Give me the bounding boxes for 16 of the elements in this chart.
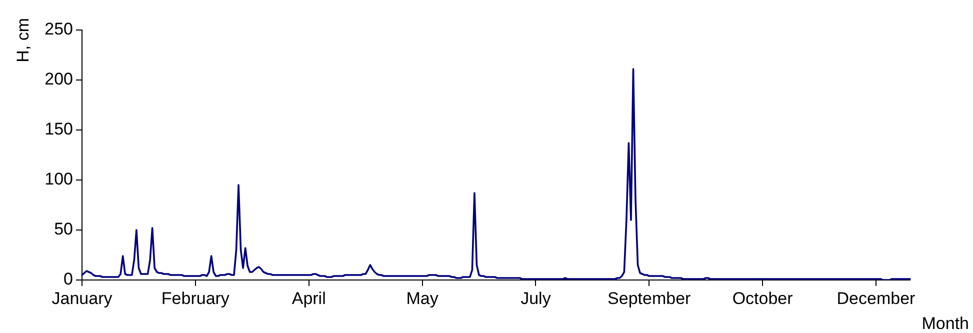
y-tick-label: 0 [64,270,73,289]
x-axis-title: Month [922,314,969,333]
y-tick-label: 50 [54,220,73,239]
y-tick-label: 100 [44,170,73,189]
x-tick-label: October [732,288,794,308]
y-axis-title: H, cm [14,18,33,62]
y-tick-label: 150 [44,120,73,139]
x-tick-label: December [836,288,916,308]
y-tick-label: 250 [44,20,73,39]
x-tick-label: July [520,288,552,308]
x-tick-label: January [52,288,113,308]
x-tick-label: April [292,288,326,308]
x-tick-label: September [608,288,692,308]
y-tick-label: 200 [44,70,73,89]
x-tick-label: May [406,288,439,308]
x-tick-label: February [161,288,230,308]
